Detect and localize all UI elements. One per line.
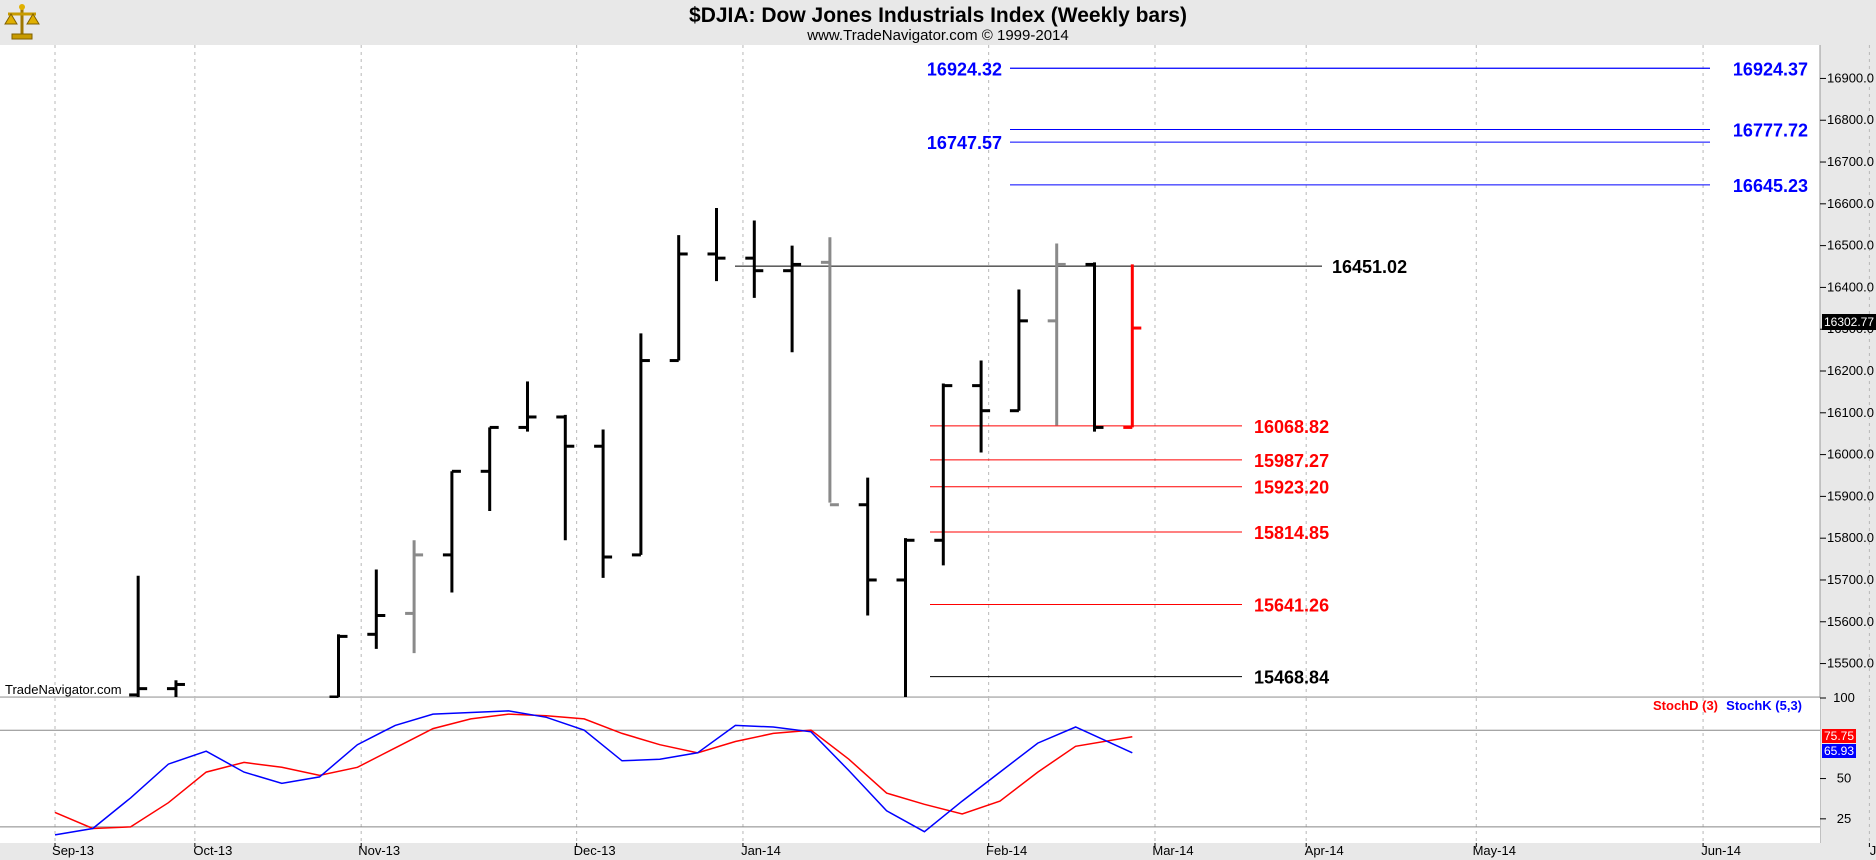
stoch-series-line [54,710,1133,836]
x-tick-label: Apr-14 [1305,843,1344,858]
ohlc-bars [129,208,1142,699]
x-tick-label: May-14 [1473,843,1516,858]
x-tick-label: Mar-14 [1152,843,1193,858]
ohlc-bar [518,381,537,432]
legend-stochd: StochD (3) [1653,698,1718,713]
stochd-last-tag: 75.75 [1822,729,1856,743]
ohlc-bar [707,208,726,282]
y-tick-label: 15500.0 [1827,656,1874,671]
y-tick-label: 15800.0 [1827,530,1874,545]
x-tick-label: Sep-13 [52,843,94,858]
scale-balance-icon [2,2,42,42]
level-label: 16068.82 [1254,417,1329,437]
y-tick-label: 16700.0 [1827,154,1874,169]
level-label: 15923.20 [1254,478,1329,498]
svg-text:75.75: 75.75 [1824,729,1854,743]
chart-subtitle: www.TradeNavigator.com © 1999-2014 [806,27,1068,44]
level-label: 16777.72 [1733,121,1808,141]
ohlc-bar [166,680,185,697]
ohlc-bar [594,429,613,578]
level-label: 16924.32 [927,59,1002,79]
y-tick-label: 16400.0 [1827,279,1874,294]
ohlc-bar [934,383,953,566]
x-tick-label: Nov-13 [358,843,400,858]
ohlc-bar [129,575,148,697]
level-label: 16924.37 [1733,59,1808,79]
x-tick-label: Jul-14 [1870,843,1876,858]
x-tick-label: Jun-14 [1701,843,1741,858]
price-panel [0,45,1820,697]
ohlc-bar [480,425,499,512]
stoch-tick-label: 100 [1833,690,1855,705]
ohlc-bar [1085,262,1104,432]
last-price-tag: 16302.77 [1822,314,1876,330]
ohlc-bar [972,360,991,453]
stoch-lines [54,710,1133,836]
ohlc-bar [669,235,688,363]
level-label: 15641.26 [1254,596,1329,616]
ohlc-bar [367,569,386,649]
stoch-panel [0,698,1820,843]
stoch-y-axis: 25 50 100 [1820,690,1855,826]
level-label: 15814.85 [1254,523,1329,543]
stoch-grid [0,698,1870,843]
x-tick-label: Dec-13 [574,843,616,858]
ohlc-bar [1123,264,1142,429]
svg-text:65.93: 65.93 [1824,744,1854,758]
x-tick-label: Jan-14 [741,843,781,858]
y-tick-label: 16200.0 [1827,363,1874,378]
projection-levels: 16924.32 16924.37 16777.72 16747.57 16645.23… [735,59,1808,688]
stoch-tick-label: 50 [1837,771,1851,786]
level-label: 16451.02 [1332,257,1407,277]
y-tick-label: 15600.0 [1827,614,1874,629]
x-tick-label: Oct-13 [193,843,232,858]
ohlc-bar [405,540,424,654]
ohlc-bar [1047,243,1066,426]
x-tick-label: Feb-14 [986,843,1027,858]
y-tick-label: 16100.0 [1827,405,1874,420]
y-tick-label: 15700.0 [1827,572,1874,587]
stoch-tick-label: 25 [1837,811,1851,826]
chart-title: $DJIA: Dow Jones Industrials Index (Week… [689,4,1187,27]
y-tick-label: 16500.0 [1827,238,1874,253]
ohlc-bar [1009,289,1028,413]
ohlc-bar [631,333,650,557]
ohlc-bar [329,634,348,699]
price-y-axis: 15500.0 15600.0 15700.0 15800.0 15900.0 16000… [1820,70,1874,671]
level-label: 15468.84 [1254,668,1329,688]
y-tick-label: 16600.0 [1827,196,1874,211]
y-tick-label: 16900.0 [1827,70,1874,85]
legend-stochk: StochK (5,3) [1726,698,1802,713]
x-axis: Sep-13 Oct-13 Nov-13 Dec-13 Jan-14 Feb-14 Mar-… [52,843,1876,858]
svg-text:16302.77: 16302.77 [1824,315,1874,329]
level-label: 16645.23 [1733,176,1808,196]
level-label: 15987.27 [1254,451,1329,471]
stochk-last-tag: 65.93 [1822,744,1856,758]
ohlc-bar [783,245,802,353]
watermark: TradeNavigator.com [5,682,122,697]
y-tick-label: 16000.0 [1827,447,1874,462]
level-label: 16747.57 [927,133,1002,153]
ohlc-bar [820,237,839,507]
ohlc-bar [442,469,461,593]
ohlc-bar [556,414,575,541]
ohlc-bar [745,220,764,298]
y-tick-label: 16800.0 [1827,112,1874,127]
ohlc-bar [896,538,915,697]
ohlc-bar [858,477,877,616]
y-tick-label: 15900.0 [1827,488,1874,503]
